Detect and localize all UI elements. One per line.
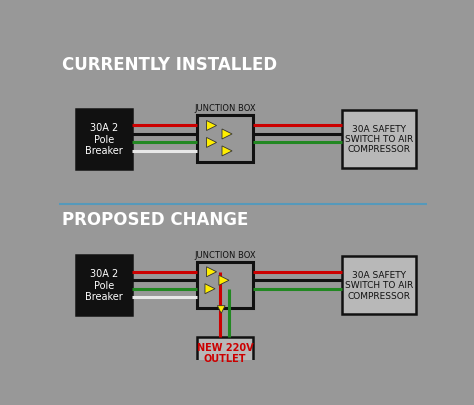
Polygon shape	[219, 275, 229, 286]
Text: JUNCTION BOX: JUNCTION BOX	[194, 104, 256, 113]
Polygon shape	[222, 147, 232, 156]
Text: NEW 220V
OUTLET: NEW 220V OUTLET	[197, 342, 254, 364]
Bar	[197, 262, 253, 308]
Polygon shape	[205, 284, 215, 294]
Polygon shape	[222, 130, 232, 140]
Text: PROPOSED CHANGE: PROPOSED CHANGE	[63, 211, 249, 229]
Text: CURRENTLY INSTALLED: CURRENTLY INSTALLED	[63, 56, 277, 74]
Bar	[197, 337, 253, 368]
Text: 30A 2
Pole
Breaker: 30A 2 Pole Breaker	[85, 269, 123, 302]
Bar	[197, 116, 253, 162]
Text: 30A SAFETY
SWITCH TO AIR
COMPRESSOR: 30A SAFETY SWITCH TO AIR COMPRESSOR	[345, 124, 413, 154]
Text: 30A 2
Pole
Breaker: 30A 2 Pole Breaker	[85, 123, 123, 156]
Bar	[76, 109, 132, 169]
Polygon shape	[207, 267, 217, 277]
Bar	[342, 111, 416, 168]
Text: JUNCTION BOX: JUNCTION BOX	[194, 250, 256, 259]
Polygon shape	[207, 138, 217, 148]
Bar	[342, 257, 416, 314]
Polygon shape	[207, 121, 217, 131]
Bar	[76, 255, 132, 315]
Text: 30A SAFETY
SWITCH TO AIR
COMPRESSOR: 30A SAFETY SWITCH TO AIR COMPRESSOR	[345, 270, 413, 300]
Polygon shape	[218, 306, 225, 313]
